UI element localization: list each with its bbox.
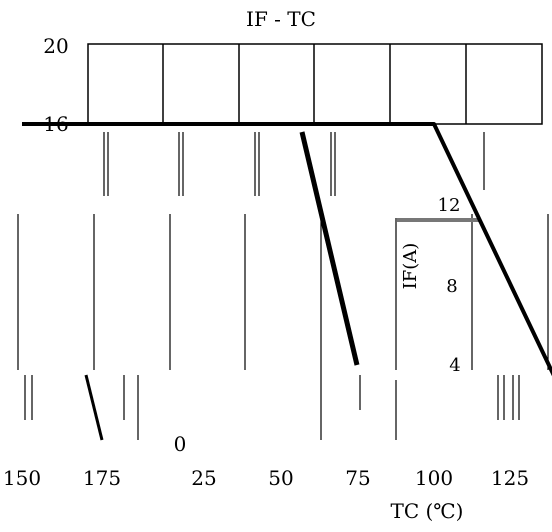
y-tick-label: 4 [449,355,460,376]
gray-bar [397,218,481,222]
lower-grid-lines [17,132,549,440]
x-tick-label: 25 [191,466,216,490]
y-tick-label: 16 [43,112,68,136]
series-line-segment [299,131,360,366]
chart-title: IF - TC [246,7,316,31]
series-line-segment [84,374,104,441]
plot-frame [87,43,543,125]
tick-labels: 150 175 25 50 75 100 125 20 16 12 8 4 0 [3,34,529,490]
y-tick-label: 20 [43,34,68,58]
y-tick-label: 0 [174,432,187,456]
plot-frame-border [87,43,543,125]
x-axis-label: TC (℃) [391,499,464,523]
y-tick-label: 8 [446,276,457,297]
y-axis-label: IF(A) [400,243,421,290]
y-tick-label: 12 [438,195,461,216]
series-line [22,122,552,377]
x-tick-label: 175 [83,466,121,490]
x-tick-label: 150 [3,466,41,490]
x-tick-label: 125 [491,466,529,490]
series-group [22,122,552,441]
x-tick-label: 75 [345,466,370,490]
x-tick-label: 100 [415,466,453,490]
x-tick-label: 50 [268,466,293,490]
